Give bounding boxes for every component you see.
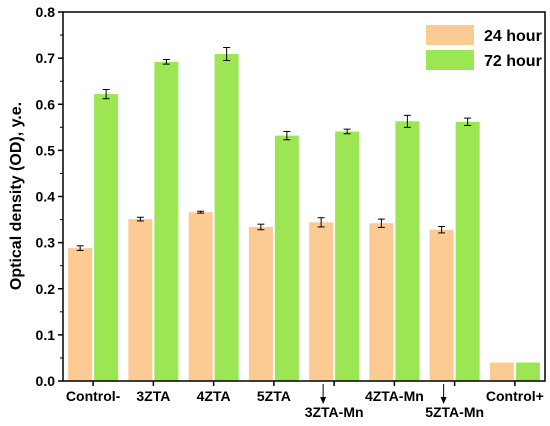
bar-24h [188,212,213,381]
bar-72h [455,121,480,381]
plot-frame [62,11,546,382]
y-tick-label: 0.4 [36,189,56,205]
legend: 24 hour 72 hour [426,25,542,70]
legend-label-24-hour: 24 hour [484,28,542,45]
x-tick-label: 4ZTA [197,388,231,404]
bar-72h [154,61,179,381]
bar-72h [214,53,239,381]
bar-24h [128,219,153,381]
y-tick-label: 0.6 [36,96,56,112]
bar-24h [309,222,334,381]
bar-24h [369,223,394,381]
y-tick-label: 0.5 [36,142,56,158]
bar-72h [395,121,420,381]
error-bars [76,47,472,251]
x-tick-label: 4ZTA-Mn [365,388,424,404]
x-axis-labels: Control- 3ZTA 4ZTA 5ZTA 3ZTA-Mn4ZTA-Mn5ZTA-M… [66,381,544,420]
label-arrowhead [320,397,327,404]
y-tick-label: 0.3 [36,235,56,251]
legend-label-72-hour: 72 hour [484,53,542,70]
bar-24h [429,229,454,381]
y-tick-label: 0.2 [36,281,56,297]
bar-72h [274,135,299,381]
y-axis-ticks: 0.0 0.1 0.2 0.3 0.4 0.5 0.6 0.7 0.8 [36,4,63,389]
y-tick-label: 0.0 [36,373,56,389]
y-tick-label: 0.7 [36,50,56,66]
y-tick-label: 0.1 [36,327,56,343]
bar-72h [94,94,119,381]
y-axis-title: Optical density (OD), y.e. [8,102,25,290]
x-tick-label: 5ZTA-Mn [425,404,484,420]
bar-24h [248,226,273,381]
x-tick-label: 3ZTA-Mn [305,404,364,420]
bar-72h [515,362,540,381]
x-tick-label: Control+ [486,388,544,404]
bar-24h [68,248,93,381]
x-tick-label: 3ZTA [136,388,170,404]
bar-72h [335,131,360,381]
label-arrowhead [440,397,447,404]
legend-swatch-24-hour [426,25,474,45]
y-tick-label: 0.8 [36,4,56,20]
bars [68,53,540,381]
x-tick-label: 5ZTA [257,388,291,404]
bar-24h [489,362,514,381]
x-tick-label: Control- [66,388,121,404]
legend-swatch-72-hour [426,50,474,70]
